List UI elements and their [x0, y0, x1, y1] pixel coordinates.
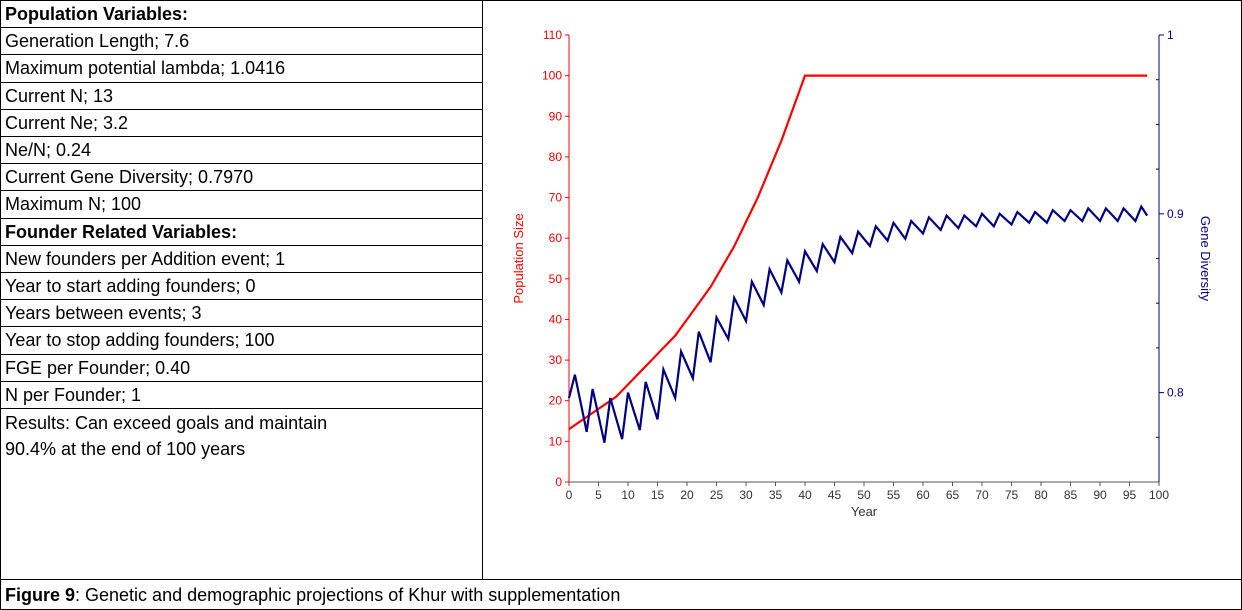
x-tick-label: 20: [680, 488, 694, 502]
population-size-line: [568, 74, 1148, 431]
x-tick-label: 100: [1149, 488, 1169, 502]
table-row: Year to start adding founders; 0: [1, 273, 482, 301]
y-tick-label: 70: [549, 191, 563, 205]
y-tick-label: 10: [549, 434, 563, 448]
y2-axis-title: Gene Diversity: [1198, 216, 1213, 302]
y2-tick-label: 0.8: [1167, 386, 1184, 400]
x-axis-title: Year: [851, 504, 878, 519]
x-tick-label: 90: [1093, 488, 1107, 502]
y-tick-label: 60: [549, 231, 563, 245]
x-tick-label: 45: [828, 488, 842, 502]
table-row: Generation Length; 7.6: [1, 28, 482, 56]
figure-caption: Figure 9: Genetic and demographic projec…: [1, 579, 1241, 609]
x-tick-label: 80: [1034, 488, 1048, 502]
y-tick-label: 30: [549, 353, 563, 367]
table-row: Maximum potential lambda; 1.0416: [1, 55, 482, 83]
x-tick-label: 35: [769, 488, 783, 502]
table-row: Current Gene Diversity; 0.7970: [1, 164, 482, 192]
results-text: Results: Can exceed goals and maintain 9…: [5, 413, 328, 459]
y2-tick-label: 1: [1167, 28, 1174, 42]
x-tick-label: 5: [595, 488, 602, 502]
variables-table: Population Variables: Generation Length; …: [1, 1, 483, 579]
projection-chart: 0 5 10 15 20 25 30 35 40 45 50 55 60 65 70 75 80 85 90 95 10…: [511, 28, 1213, 519]
x-tick-label: 15: [651, 488, 665, 502]
y-tick-label: 90: [549, 109, 563, 123]
y-tick-label: 0: [555, 475, 562, 489]
table-row: Current Ne; 3.2: [1, 110, 482, 137]
table-row: New founders per Addition event; 1: [1, 246, 482, 273]
caption-text: : Genetic and demographic projections of…: [75, 585, 621, 605]
table-section-header: Founder Related Variables:: [1, 219, 482, 246]
y-tick-label: 100: [542, 69, 562, 83]
gene-diversity-line: [567, 204, 1149, 443]
x-tick-label: 75: [1005, 488, 1019, 502]
caption-label: Figure 9: [5, 585, 76, 605]
x-tick-label: 10: [621, 488, 635, 502]
table-row: Current N; 13: [1, 83, 482, 110]
y-axis-title: Population Size: [511, 213, 526, 303]
y-tick-label: 50: [549, 272, 563, 286]
table-section-header: Population Variables:: [1, 1, 482, 29]
table-row: FGE per Founder; 0.40: [1, 355, 482, 382]
x-tick-label: 60: [916, 488, 930, 502]
x-tick-label: 85: [1064, 488, 1078, 502]
x-tick-label: 40: [798, 488, 812, 502]
x-tick-label: 65: [946, 488, 960, 502]
table-row: Ne/N; 0.24: [1, 137, 482, 165]
table-row: Maximum N; 100: [1, 191, 482, 219]
x-tick-label: 95: [1123, 488, 1137, 502]
table-row: N per Founder; 1: [1, 382, 482, 409]
y-tick-label: 20: [549, 394, 563, 408]
x-tick-label: 25: [710, 488, 724, 502]
x-tick-label: 55: [887, 488, 901, 502]
x-tick-label: 0: [566, 488, 573, 502]
x-tick-label: 70: [975, 488, 989, 502]
y-tick-label: 80: [549, 150, 563, 164]
x-tick-label: 50: [857, 488, 871, 502]
x-tick-label: 30: [739, 488, 753, 502]
table-row: Year to stop adding founders; 100: [1, 327, 482, 355]
y2-tick-label: 0.9: [1167, 207, 1184, 221]
table-row: Years between events; 3: [1, 300, 482, 328]
y-tick-label: 110: [543, 28, 562, 42]
y-tick-label: 40: [549, 312, 563, 326]
